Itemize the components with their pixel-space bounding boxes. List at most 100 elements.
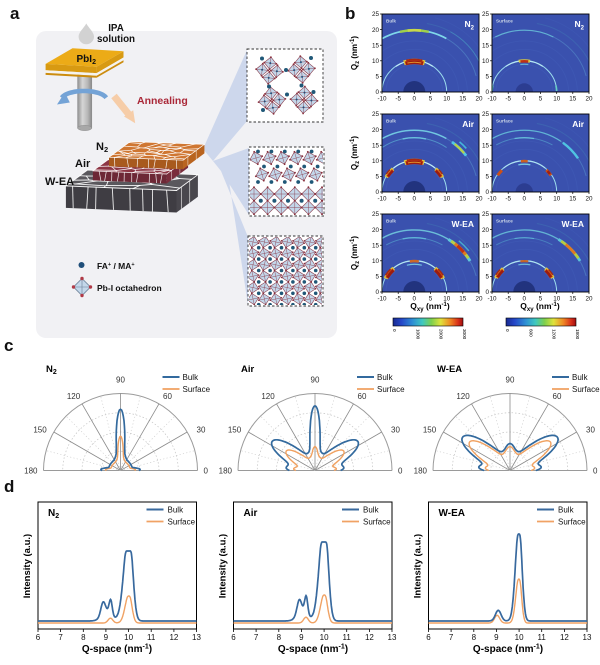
svg-text:10: 10 bbox=[443, 96, 451, 103]
svg-text:W-EA: W-EA bbox=[439, 508, 465, 519]
svg-text:-5: -5 bbox=[505, 196, 511, 203]
svg-text:11: 11 bbox=[147, 633, 156, 642]
svg-text:5: 5 bbox=[485, 174, 489, 181]
svg-text:15: 15 bbox=[459, 296, 467, 303]
svg-text:20: 20 bbox=[475, 96, 483, 103]
svg-text:5: 5 bbox=[375, 174, 379, 181]
svg-text:150: 150 bbox=[33, 426, 47, 435]
svg-text:150: 150 bbox=[228, 426, 242, 435]
svg-text:5: 5 bbox=[539, 96, 543, 103]
svg-text:25: 25 bbox=[372, 11, 380, 18]
svg-text:Surface: Surface bbox=[168, 518, 196, 527]
svg-text:7: 7 bbox=[449, 633, 454, 642]
svg-text:20: 20 bbox=[482, 227, 490, 234]
svg-text:-10: -10 bbox=[377, 296, 387, 303]
svg-text:60: 60 bbox=[358, 392, 367, 401]
svg-text:Q-space (nm-1): Q-space (nm-1) bbox=[82, 644, 152, 656]
svg-text:30: 30 bbox=[197, 426, 206, 435]
svg-text:6: 6 bbox=[426, 633, 431, 642]
svg-text:8: 8 bbox=[277, 633, 282, 642]
svg-text:Surface: Surface bbox=[496, 119, 513, 124]
svg-text:0: 0 bbox=[505, 329, 510, 332]
svg-text:a: a bbox=[10, 4, 20, 23]
svg-text:0: 0 bbox=[392, 329, 397, 332]
svg-text:Surface: Surface bbox=[183, 385, 211, 394]
svg-text:180: 180 bbox=[24, 467, 38, 476]
svg-text:Intensity (a.u.): Intensity (a.u.) bbox=[218, 534, 229, 598]
svg-text:13: 13 bbox=[583, 633, 592, 642]
svg-text:10: 10 bbox=[320, 633, 329, 642]
svg-text:10: 10 bbox=[515, 633, 524, 642]
svg-text:13: 13 bbox=[388, 633, 397, 642]
svg-text:Bulk: Bulk bbox=[168, 506, 185, 515]
svg-text:Air: Air bbox=[241, 364, 255, 375]
svg-text:10: 10 bbox=[482, 58, 490, 65]
svg-text:W-EA: W-EA bbox=[452, 219, 475, 229]
svg-text:Surface: Surface bbox=[572, 385, 600, 394]
svg-text:-10: -10 bbox=[487, 296, 497, 303]
svg-text:FA+ / MA+: FA+ / MA+ bbox=[97, 261, 135, 271]
svg-text:10: 10 bbox=[372, 158, 380, 165]
svg-text:1200: 1200 bbox=[552, 329, 557, 340]
svg-text:Q-space (nm-1): Q-space (nm-1) bbox=[473, 644, 543, 656]
svg-text:Bulk: Bulk bbox=[572, 373, 589, 382]
svg-text:Surface: Surface bbox=[363, 518, 391, 527]
svg-text:25: 25 bbox=[482, 211, 490, 218]
svg-text:Bulk: Bulk bbox=[377, 373, 394, 382]
svg-text:11: 11 bbox=[538, 633, 547, 642]
svg-text:W-EA: W-EA bbox=[562, 219, 585, 229]
svg-text:-5: -5 bbox=[505, 96, 511, 103]
svg-text:600: 600 bbox=[528, 329, 533, 337]
svg-text:-10: -10 bbox=[487, 196, 497, 203]
svg-text:Air: Air bbox=[75, 158, 91, 170]
svg-text:W-EA: W-EA bbox=[437, 364, 462, 375]
svg-text:90: 90 bbox=[116, 376, 125, 385]
svg-text:10: 10 bbox=[124, 633, 133, 642]
svg-text:b: b bbox=[345, 4, 355, 23]
svg-text:20: 20 bbox=[585, 96, 593, 103]
svg-text:7: 7 bbox=[254, 633, 259, 642]
svg-text:5: 5 bbox=[485, 74, 489, 81]
svg-text:15: 15 bbox=[372, 42, 380, 49]
svg-text:9: 9 bbox=[104, 633, 109, 642]
svg-text:20: 20 bbox=[585, 296, 593, 303]
svg-text:5: 5 bbox=[375, 274, 379, 281]
svg-text:10: 10 bbox=[553, 196, 561, 203]
svg-text:25: 25 bbox=[482, 111, 490, 118]
svg-text:-5: -5 bbox=[395, 96, 401, 103]
svg-text:1800: 1800 bbox=[575, 329, 580, 340]
svg-text:10: 10 bbox=[372, 58, 380, 65]
svg-text:Bulk: Bulk bbox=[363, 506, 380, 515]
svg-text:60: 60 bbox=[553, 392, 562, 401]
svg-text:3000: 3000 bbox=[462, 329, 467, 340]
svg-text:60: 60 bbox=[163, 392, 172, 401]
svg-text:Surface: Surface bbox=[496, 19, 513, 24]
svg-text:25: 25 bbox=[372, 111, 380, 118]
svg-text:20: 20 bbox=[585, 196, 593, 203]
svg-text:15: 15 bbox=[372, 142, 380, 149]
svg-text:solution: solution bbox=[97, 34, 135, 45]
svg-text:Air: Air bbox=[572, 119, 585, 129]
svg-text:0: 0 bbox=[593, 467, 598, 476]
svg-text:5: 5 bbox=[539, 196, 543, 203]
svg-text:15: 15 bbox=[482, 142, 490, 149]
svg-text:0: 0 bbox=[413, 96, 417, 103]
svg-text:20: 20 bbox=[475, 196, 483, 203]
svg-text:Surface: Surface bbox=[377, 385, 405, 394]
svg-text:6: 6 bbox=[231, 633, 236, 642]
svg-text:Surface: Surface bbox=[558, 518, 586, 527]
svg-text:-5: -5 bbox=[505, 296, 511, 303]
svg-text:15: 15 bbox=[459, 96, 467, 103]
svg-text:20: 20 bbox=[372, 27, 380, 34]
svg-text:15: 15 bbox=[569, 296, 577, 303]
svg-text:Pb-I octahedron: Pb-I octahedron bbox=[97, 283, 162, 293]
svg-text:12: 12 bbox=[365, 633, 374, 642]
svg-text:25: 25 bbox=[482, 11, 490, 18]
svg-text:Intensity (a.u.): Intensity (a.u.) bbox=[413, 534, 424, 598]
svg-text:10: 10 bbox=[553, 96, 561, 103]
svg-text:5: 5 bbox=[485, 274, 489, 281]
svg-text:20: 20 bbox=[372, 127, 380, 134]
svg-text:8: 8 bbox=[472, 633, 477, 642]
svg-text:12: 12 bbox=[169, 633, 178, 642]
svg-text:7: 7 bbox=[58, 633, 63, 642]
